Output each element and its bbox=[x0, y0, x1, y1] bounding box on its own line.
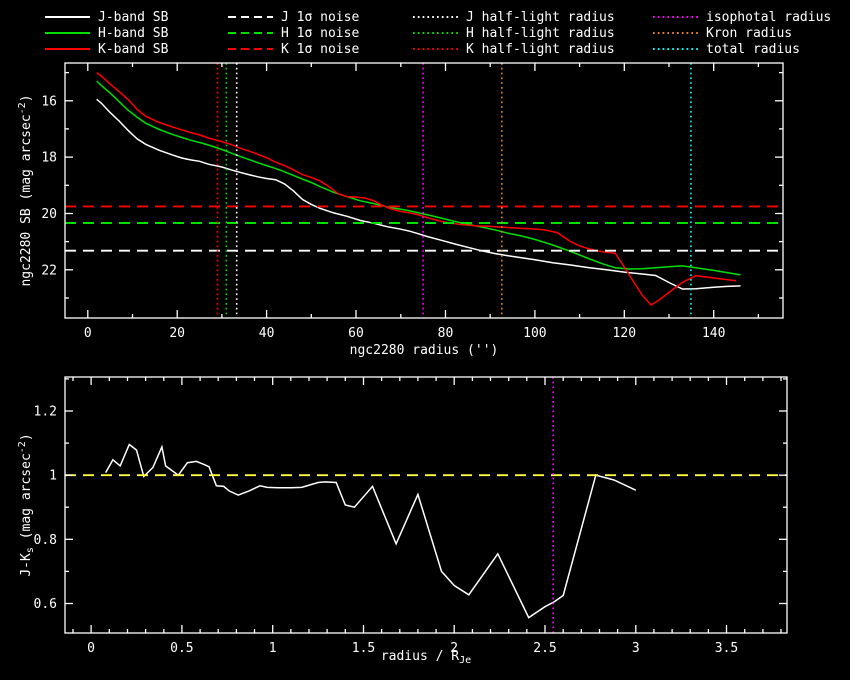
y-tick-label: 1 bbox=[49, 469, 57, 484]
color-profile-plot: 0 0.5 1 1.5 2 2.5 3 3.5 0.6 0.8 1 1.2 radius / RJe J-… bbox=[17, 376, 788, 666]
x-tick-label: 0 bbox=[84, 326, 92, 341]
curve-j-ks-color bbox=[105, 443, 637, 619]
plot-frame bbox=[64, 62, 784, 319]
curve-h-band-sb bbox=[96, 80, 741, 276]
y-tick-label: 1.2 bbox=[34, 405, 57, 420]
legend-item-label: K 1σ noise bbox=[281, 42, 359, 57]
y-axis-label: ngc2280 SB (mag arcsec-2) bbox=[17, 94, 34, 286]
y-tick-label: 16 bbox=[41, 94, 57, 109]
x-tick-label: 3.5 bbox=[715, 641, 738, 656]
legend-item-label: H 1σ noise bbox=[281, 26, 359, 41]
x-tick-label: 140 bbox=[702, 326, 725, 341]
x-axis-label: radius / RJe bbox=[381, 649, 471, 666]
x-tick-label: 3 bbox=[632, 641, 640, 656]
x-tick-label: 80 bbox=[438, 326, 454, 341]
y-tick-label: 18 bbox=[41, 151, 57, 166]
x-axis-label: ngc2280 radius ('') bbox=[350, 343, 499, 358]
y-axis-label: J-Ks (mag arcsec-2) bbox=[17, 433, 36, 576]
legend-item-label: K-band SB bbox=[98, 42, 169, 57]
y-tick-label: 0.6 bbox=[34, 597, 57, 612]
curve-j-band-sb bbox=[96, 98, 741, 290]
legend-item-label: K half-light radius bbox=[466, 42, 615, 57]
x-tick-label: 100 bbox=[523, 326, 546, 341]
x-tick-label: 0 bbox=[87, 641, 95, 656]
legend-item-label: Kron radius bbox=[706, 26, 792, 41]
y-tick-label: 20 bbox=[41, 207, 57, 222]
x-tick-label: 2.5 bbox=[533, 641, 556, 656]
legend-item-label: total radius bbox=[706, 42, 800, 57]
x-tick-label: 0.5 bbox=[170, 641, 193, 656]
curve-k-band-sb bbox=[96, 72, 737, 306]
legend-item-label: H-band SB bbox=[98, 26, 169, 41]
legend-item-label: J half-light radius bbox=[466, 10, 615, 25]
axis-ticks bbox=[65, 63, 783, 318]
legend-item-label: J-band SB bbox=[98, 10, 169, 25]
axis-ticks bbox=[65, 377, 787, 633]
legend-item-label: J 1σ noise bbox=[281, 10, 359, 25]
legend-item-label: H half-light radius bbox=[466, 26, 615, 41]
y-tick-label: 22 bbox=[41, 263, 57, 278]
legend-item-label: isophotal radius bbox=[706, 10, 831, 25]
y-tick-label: 0.8 bbox=[34, 533, 57, 548]
x-tick-label: 1 bbox=[269, 641, 277, 656]
x-tick-label: 40 bbox=[259, 326, 275, 341]
plot-frame bbox=[64, 376, 788, 634]
x-tick-label: 60 bbox=[348, 326, 364, 341]
sb-profile-plot: 0 20 40 60 80 100 120 140 16 18 20 22 ngc2280 radius… bbox=[17, 62, 784, 358]
x-tick-label: 2 bbox=[450, 641, 458, 656]
x-tick-label: 120 bbox=[613, 326, 636, 341]
x-tick-label: 1.5 bbox=[352, 641, 375, 656]
x-tick-label: 20 bbox=[169, 326, 185, 341]
